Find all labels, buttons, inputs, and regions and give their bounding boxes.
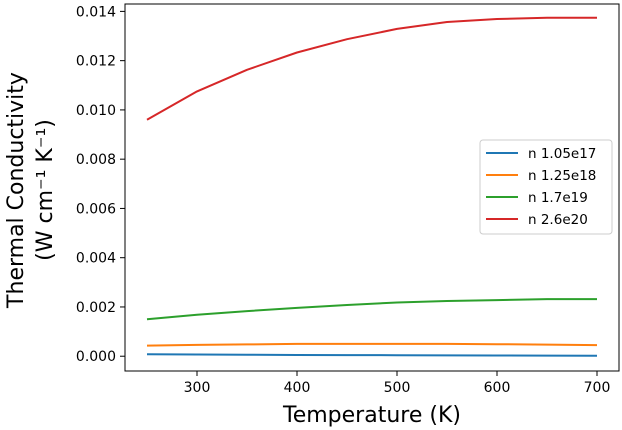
x-tick-label: 500 <box>384 380 411 396</box>
x-axis-title: Temperature (K) <box>282 403 461 428</box>
y-axis-ticks: 0.000 0.002 0.004 0.006 0.008 0.010 0.012 0.014 <box>76 4 125 365</box>
y-tick-label: 0.006 <box>76 201 116 217</box>
y-tick-label: 0.000 <box>76 349 116 365</box>
x-tick-label: 600 <box>484 380 511 396</box>
y-tick-label: 0.004 <box>76 251 116 267</box>
legend: n 1.05e17 n 1.25e18 n 1.7e19 n 2.6e20 <box>479 139 613 235</box>
plot-lines <box>146 16 598 357</box>
legend-label: n 1.7e19 <box>528 190 588 206</box>
legend-box <box>479 139 613 235</box>
legend-label: n 2.6e20 <box>528 212 588 228</box>
x-tick-label: 700 <box>584 380 611 396</box>
y-tick-label: 0.012 <box>76 54 116 70</box>
y-axis-title-line2: (W cm⁻¹ K⁻¹) <box>33 119 58 261</box>
x-tick-label: 300 <box>184 380 211 396</box>
plot-frame <box>124 3 620 372</box>
legend-label: n 1.05e17 <box>528 146 596 162</box>
y-tick-label: 0.002 <box>76 300 116 316</box>
x-axis-ticks: 300 400 500 600 700 <box>184 371 611 396</box>
y-tick-label: 0.008 <box>76 152 116 168</box>
series-line-4 <box>146 16 597 121</box>
y-axis-title-line1: Thermal Conductivity <box>4 72 29 309</box>
series-line-3 <box>146 298 597 321</box>
legend-label: n 1.25e18 <box>528 168 596 184</box>
x-tick-label: 400 <box>284 380 311 396</box>
y-tick-label: 0.014 <box>76 4 116 20</box>
series-line-2 <box>146 342 598 347</box>
series-line-1 <box>146 353 598 357</box>
y-tick-label: 0.010 <box>76 103 116 119</box>
